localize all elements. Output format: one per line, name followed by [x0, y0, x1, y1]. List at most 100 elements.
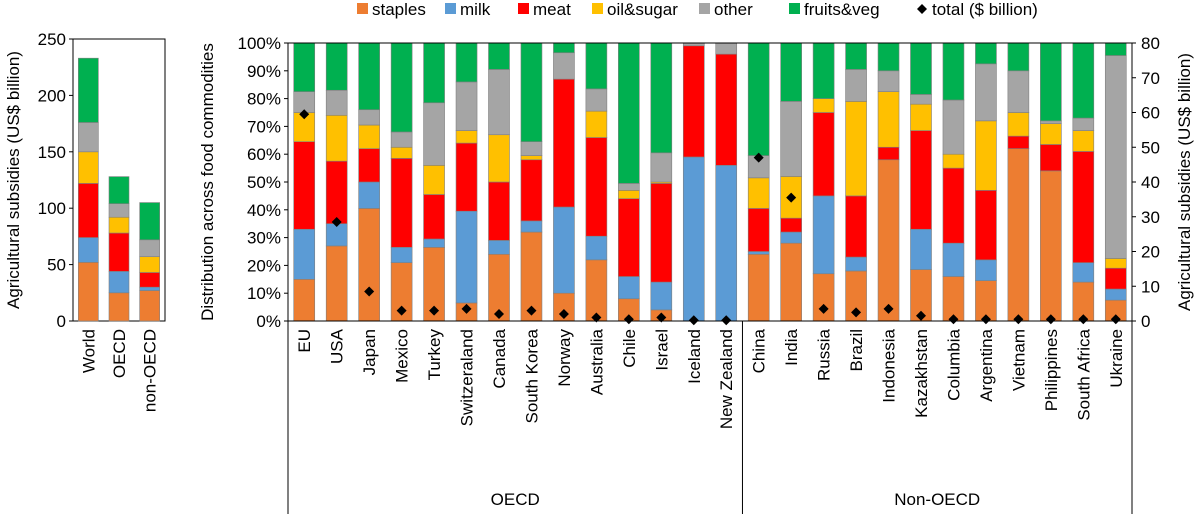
- bar-segment-fruitsveg-turkey: [423, 42, 445, 104]
- bar-segment-fruitsveg-india: [780, 42, 802, 102]
- bar-segment-fruitsveg-russia: [812, 42, 835, 99]
- bar-segment-fruitsveg-ukraine: [1104, 42, 1127, 56]
- bar-segment-milk-israel: [650, 281, 673, 311]
- right-x-tick-label: Chile: [620, 329, 639, 368]
- right-x-tick-label: India: [782, 328, 801, 365]
- right-y2-tick-label: 70: [1141, 69, 1160, 88]
- bar-segment-meat-non-oecd: [139, 272, 160, 288]
- bar-segment-milk-south-africa: [1072, 262, 1095, 283]
- right-x-tick-label: Argentina: [977, 328, 996, 401]
- legend: staples milk meat oil&sugar other fruits&veg t…: [357, 0, 1038, 19]
- total-marker-columbia: [948, 314, 959, 325]
- right-x-tick-label: Brazil: [847, 329, 866, 372]
- bar-segment-oilsugar-columbia: [942, 153, 965, 169]
- left-y-tick-label: 50: [47, 256, 66, 275]
- bar-segment-oilsugar-usa: [325, 114, 348, 162]
- legend-swatch-other: [699, 3, 710, 14]
- bar-segment-fruitsveg-canada: [488, 42, 510, 70]
- legend-swatch-total: [917, 4, 927, 14]
- left-y-tick-label: 250: [38, 30, 66, 49]
- left-y-tick-label: 100: [38, 199, 66, 218]
- bar-segment-meat-ukraine: [1104, 267, 1127, 290]
- bar-segment-meat-russia: [812, 112, 835, 197]
- right-y2-tick-label: 20: [1141, 243, 1160, 262]
- right-x-ticks: EU USA Japan Mexico Turkey Switzeraland Canada…: [295, 328, 1126, 429]
- bar-segment-staples-india: [780, 242, 802, 322]
- right-x-tick-label: Switzeraland: [458, 329, 477, 426]
- bar-segment-other-switzeraland: [455, 81, 478, 131]
- legend-swatch-milk: [445, 3, 456, 14]
- group-label-non-oecd: Non-OECD: [894, 490, 980, 509]
- right-y2-axis-title: Agricultural subsidies (US$ billion): [1175, 53, 1194, 311]
- right-y-tick-label: 0%: [256, 312, 281, 331]
- bar-segment-oilsugar-world: [78, 151, 99, 184]
- bar-segment-other-japan: [358, 109, 380, 126]
- right-x-tick-label: Mexico: [393, 329, 412, 383]
- bar-segment-milk-oecd: [108, 271, 130, 294]
- left-y-tick-label: 150: [38, 143, 66, 162]
- legend-swatch-oil_sugar: [592, 3, 603, 14]
- left-y-tick-label: 200: [38, 86, 66, 105]
- bar-segment-other-south-africa: [1072, 117, 1095, 131]
- left-y-ticks: 0 50 100 150 200 250: [38, 30, 73, 331]
- bar-segment-staples-non-oecd: [139, 290, 160, 322]
- total-marker-turkey: [429, 305, 440, 316]
- bar-segment-staples-philippines: [1040, 170, 1062, 322]
- right-bars: [293, 42, 1127, 326]
- right-x-tick-label: Turkey: [425, 329, 444, 381]
- total-marker-china: [753, 152, 764, 163]
- bar-segment-staples-vietnam: [1007, 148, 1030, 322]
- bar-segment-milk-australia: [585, 235, 608, 261]
- bar-segment-fruitsveg-indonesia: [877, 42, 900, 72]
- legend-swatch-fruits_veg: [789, 3, 800, 14]
- total-marker-eu: [299, 109, 310, 120]
- bar-segment-milk-chile: [618, 276, 640, 300]
- bar-segment-milk-iceland: [682, 156, 705, 322]
- bar-segment-milk-columbia: [942, 242, 965, 277]
- bar-segment-other-turkey: [423, 102, 445, 166]
- bar-segment-meat-australia: [585, 137, 608, 237]
- right-x-tick-label: Ukraine: [1107, 329, 1126, 388]
- right-x-tick-label: Columbia: [944, 328, 963, 400]
- bar-segment-staples-world: [78, 262, 99, 322]
- bar-segment-meat-switzeraland: [455, 142, 478, 212]
- bar-segment-fruitsveg-argentina: [975, 42, 997, 65]
- left-bars: [78, 57, 160, 322]
- bar-segment-fruitsveg-south-korea: [520, 42, 543, 142]
- bar-segment-meat-iceland: [682, 45, 705, 158]
- bar-segment-oilsugar-japan: [358, 124, 380, 149]
- bar-segment-oilsugar-switzeraland: [455, 130, 478, 144]
- group-label-oecd: OECD: [491, 490, 540, 509]
- bar-segment-milk-brazil: [845, 256, 867, 272]
- bar-segment-milk-norway: [553, 206, 575, 294]
- bar-segment-oilsugar-mexico: [390, 146, 413, 159]
- total-marker-vietnam: [1013, 314, 1024, 325]
- bar-segment-oilsugar-vietnam: [1007, 112, 1030, 137]
- bar-segment-fruitsveg-mexico: [390, 42, 413, 133]
- bar-segment-staples-australia: [585, 259, 608, 322]
- legend-label-oil_sugar: oil&sugar: [607, 0, 678, 19]
- total-marker-russia: [818, 303, 829, 314]
- right-y2-tick-label: 10: [1141, 277, 1160, 296]
- bar-segment-milk-usa: [325, 223, 348, 247]
- right-x-tick-label: South Korea: [522, 328, 541, 423]
- right-x-tick-label: China: [750, 328, 769, 373]
- bar-segment-staples-oecd: [108, 292, 130, 322]
- legend-label-staples: staples: [372, 0, 426, 19]
- bar-segment-other-new-zealand: [715, 42, 738, 55]
- bar-segment-meat-indonesia: [877, 146, 900, 161]
- bar-segment-fruitsveg-israel: [650, 42, 673, 154]
- left-x-tick-label: World: [79, 329, 98, 373]
- legend-label-meat: meat: [533, 0, 571, 19]
- bar-segment-meat-india: [780, 217, 802, 233]
- left-chart: 0 50 100 150 200 250 World OECD non-OECD Agricu…: [4, 30, 166, 412]
- total-marker-chile: [623, 314, 634, 325]
- right-y2-tick-label: 0: [1141, 312, 1150, 331]
- bar-segment-fruitsveg-china: [747, 42, 770, 156]
- right-x-tick-label: Israel: [652, 329, 671, 371]
- bar-segment-oilsugar-south-africa: [1072, 130, 1095, 152]
- total-marker-usa: [331, 216, 342, 227]
- right-x-tick-label: EU: [295, 329, 314, 353]
- bar-segment-meat-canada: [488, 181, 510, 241]
- right-x-tick-label: Philippines: [1042, 329, 1061, 411]
